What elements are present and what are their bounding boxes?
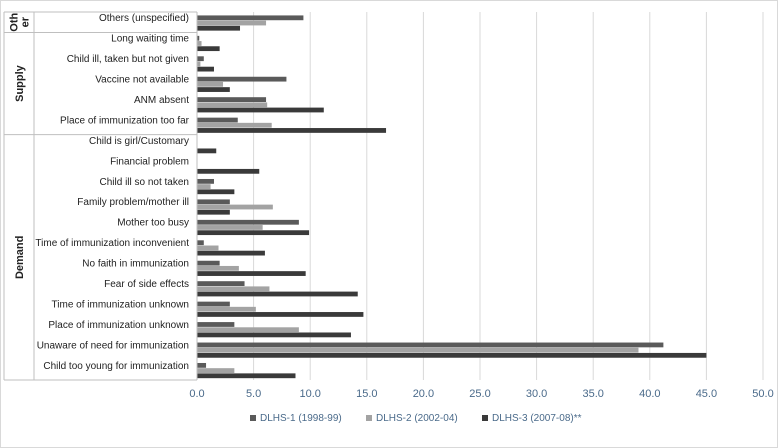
bar [197,281,245,286]
bar [197,301,230,307]
legend-label: DLHS-3 (2007-08)** [492,413,582,424]
bar [197,332,351,338]
bar [197,199,230,205]
bar [197,225,263,230]
bar [197,97,267,102]
x-tick-label: 5.0 [246,388,261,400]
x-tick-label: 45.0 [696,388,717,400]
bar [197,128,387,133]
bar [197,87,230,92]
x-tick-label: 40.0 [639,388,660,400]
bar [197,168,260,174]
bar [197,342,664,348]
bar [197,306,256,312]
bar [197,184,211,189]
bar [197,35,200,41]
category-label: Unaware of need for immunization [37,340,189,351]
bar [197,240,204,246]
bar [197,102,268,108]
bar [197,189,235,195]
group-label: Supply [14,64,26,102]
bar [197,148,217,154]
bar [197,81,224,87]
category-label: Family problem/mother ill [77,197,189,208]
x-tick-label: 15.0 [356,388,377,400]
bar [197,373,296,379]
bar [197,76,287,82]
bar [197,286,270,292]
bar [197,56,204,62]
bar [197,322,235,327]
category-label: Time of immunization unknown [52,299,189,310]
bar [197,117,238,123]
x-tick-label: 0.0 [189,388,204,400]
bar [197,260,220,266]
category-label: ANM absent [134,95,189,106]
bar [197,352,707,358]
category-label: Vaccine not available [95,75,189,86]
bar [197,41,202,46]
bar [197,250,265,256]
category-label: Child ill so not taken [100,177,190,188]
category-label: No faith in immunization [82,259,189,270]
bar [197,291,358,297]
bar [197,219,299,225]
bar [197,312,364,317]
legend-swatch [250,415,256,421]
bar [197,209,230,215]
x-tick-label: 35.0 [582,388,603,400]
category-label: Financial problem [110,156,189,167]
x-tick-label: 20.0 [413,388,434,400]
bar [197,347,639,353]
x-tick-label: 25.0 [469,388,490,400]
legend-swatch [482,415,488,421]
x-tick-label: 10.0 [299,388,320,400]
category-label: Long waiting time [111,34,189,45]
x-tick-label: 30.0 [526,388,547,400]
legend-label: DLHS-1 (1998-99) [260,413,342,424]
x-tick-label: 50.0 [752,388,773,400]
category-label: Place of immunization too far [60,115,190,126]
bar [197,178,214,184]
category-label: Child too young for immunization [43,361,189,372]
bar [197,265,239,271]
category-label: Mother too busy [117,218,189,229]
category-label: Child is girl/Customary [89,136,189,147]
bar [197,230,310,236]
bar [197,245,219,251]
category-label: Child ill, taken but not given [67,54,189,65]
bar [197,46,220,52]
category-label: Time of immunization inconvenient [35,238,189,249]
bar [197,122,272,128]
group-label: Demand [14,236,26,279]
category-label: Place of immunization unknown [48,320,189,331]
bar [197,15,304,21]
category-label: Others (unspecified) [99,13,189,24]
bar [197,61,201,67]
legend-label: DLHS-2 (2002-04) [376,413,458,424]
bar [197,271,306,276]
bar [197,107,324,113]
bar [197,368,235,373]
bar [197,327,299,333]
bar [197,66,214,72]
group-label: Other [9,12,32,31]
category-label: Fear of side effects [104,279,189,290]
bar [197,204,273,210]
bar [197,25,241,31]
bar [197,20,267,26]
bar [197,362,207,368]
legend-swatch [366,415,372,421]
